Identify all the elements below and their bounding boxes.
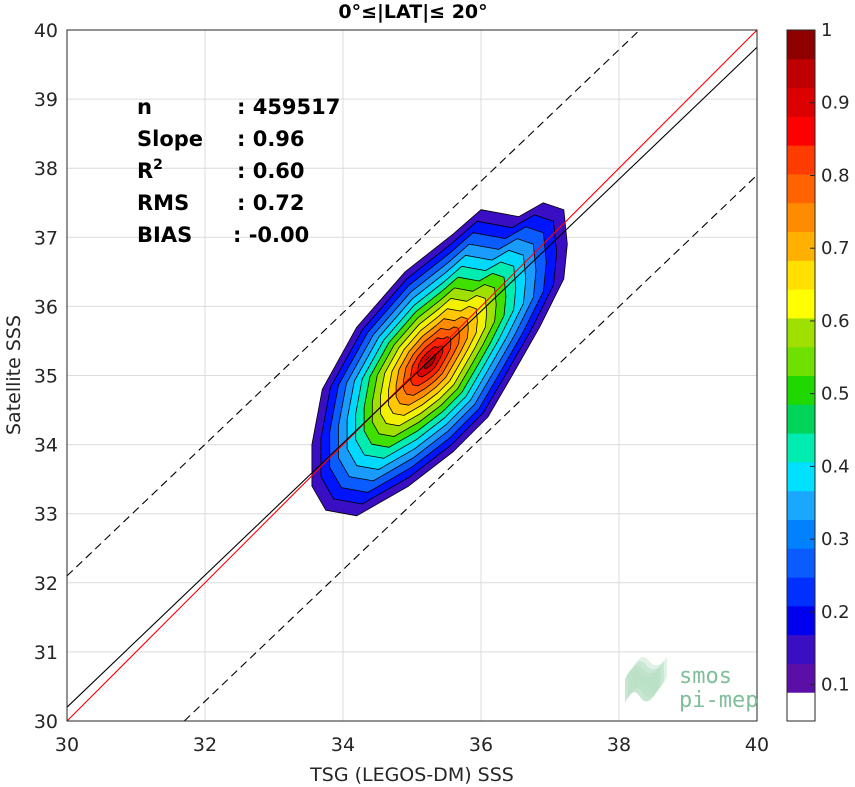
colorbar-segment-18 (787, 173, 815, 204)
colorbar-segment-15 (787, 260, 815, 290)
colorbar-segment-2 (787, 634, 815, 664)
colorbar-tick-0: 0.1 (821, 675, 850, 696)
colorbar-segment-13 (787, 317, 815, 348)
colorbar-segment-16 (787, 231, 815, 261)
colorbar-segment-11 (787, 375, 815, 405)
x-tick-2: 34 (331, 734, 355, 756)
stat-label-0: n (137, 95, 152, 119)
colorbar-segment-14 (787, 289, 815, 319)
density-contours (311, 202, 568, 517)
y-tick-5: 35 (34, 366, 58, 388)
y-tick-6: 36 (34, 296, 58, 318)
colorbar-segment-22 (787, 58, 815, 89)
line-upper (66, 29, 641, 577)
logo-text-2: pi-mep (679, 688, 758, 713)
line-lower (183, 174, 758, 722)
plot-frame (66, 29, 758, 722)
stat-value-1: : 0.96 (237, 127, 305, 151)
colorbar-segment-1 (787, 663, 815, 693)
colorbar-tick-8: 0.9 (821, 93, 850, 114)
y-axis-label: Satellite SSS (3, 315, 25, 435)
stat-value-0: : 459517 (237, 95, 340, 119)
logo-text-1: smos (679, 664, 732, 689)
colorbar-tick-2: 0.3 (821, 529, 850, 550)
x-tick-4: 38 (607, 734, 631, 756)
colorbar-tick-6: 0.7 (821, 238, 850, 259)
y-tick-0: 30 (34, 711, 58, 733)
colorbar-segment-6 (787, 519, 815, 549)
regression-lines (66, 29, 758, 722)
colorbar-segment-19 (787, 145, 815, 175)
x-tick-0: 30 (55, 734, 79, 756)
y-tick-2: 32 (34, 573, 58, 595)
stat-label-3: RMS (137, 191, 189, 215)
logo-wave-2 (631, 661, 664, 695)
colorbar-segment-7 (787, 490, 815, 520)
colorbar: 0.1 0.2 0.3 0.4 0.5 0.6 0.7 0.8 0.9 1 (786, 20, 850, 722)
y-tick-3: 33 (34, 504, 58, 526)
colorbar-segment-12 (787, 346, 815, 376)
stat-label-4: BIAS (137, 223, 192, 247)
colorbar-tick-3: 0.4 (821, 456, 850, 477)
line-identity (66, 29, 758, 722)
stat-value-2: : 0.60 (237, 159, 305, 183)
y-tick-4: 34 (34, 435, 58, 457)
x-tick-5: 40 (745, 734, 769, 756)
colorbar-tick-7: 0.8 (821, 165, 850, 186)
colorbar-segment-21 (787, 87, 815, 117)
y-tick-7: 37 (34, 227, 58, 249)
x-tick-3: 36 (469, 734, 493, 756)
colorbar-segment-23 (787, 30, 815, 60)
x-axis-label: TSG (LEGOS-DM) SSS (309, 764, 514, 786)
y-tick-9: 39 (34, 89, 58, 111)
colorbar-segment-5 (787, 548, 815, 578)
y-tick-10: 40 (34, 20, 58, 42)
colorbar-segment-3 (787, 605, 815, 636)
line-fit (66, 46, 758, 708)
colorbar-segment-4 (787, 577, 815, 607)
stats-box: n : 459517 Slope : 0.96 R2 : 0.60 RMS : 0.72 BIA… (137, 95, 340, 247)
colorbar-frame (786, 29, 816, 722)
x-tick-1: 32 (193, 734, 217, 756)
colorbar-segment-17 (787, 202, 815, 233)
colorbar-segment-20 (787, 116, 815, 146)
stat-label-2: R2 (137, 157, 163, 183)
stat-value-3: : 0.72 (237, 191, 305, 215)
stat-value-4: : -0.00 (233, 223, 309, 247)
y-tick-8: 38 (34, 158, 58, 180)
y-tick-labels: 30 31 32 33 34 35 36 37 38 39 40 (34, 20, 58, 733)
colorbar-tick-9: 1 (821, 20, 832, 41)
x-tick-labels: 30 32 34 36 38 40 (55, 734, 769, 756)
colorbar-segment-9 (787, 433, 815, 463)
y-tick-1: 31 (34, 642, 58, 664)
colorbar-tick-5: 0.6 (821, 311, 850, 332)
colorbar-tick-4: 0.5 (821, 384, 850, 405)
colorbar-segment-0 (787, 692, 815, 722)
colorbar-segment-10 (787, 404, 815, 434)
stat-label-1: Slope (137, 127, 203, 151)
logo-wave-3 (634, 657, 667, 691)
colorbar-tick-1: 0.2 (821, 602, 850, 623)
chart-title: 0°≤|LAT|≤ 20° (338, 1, 487, 23)
